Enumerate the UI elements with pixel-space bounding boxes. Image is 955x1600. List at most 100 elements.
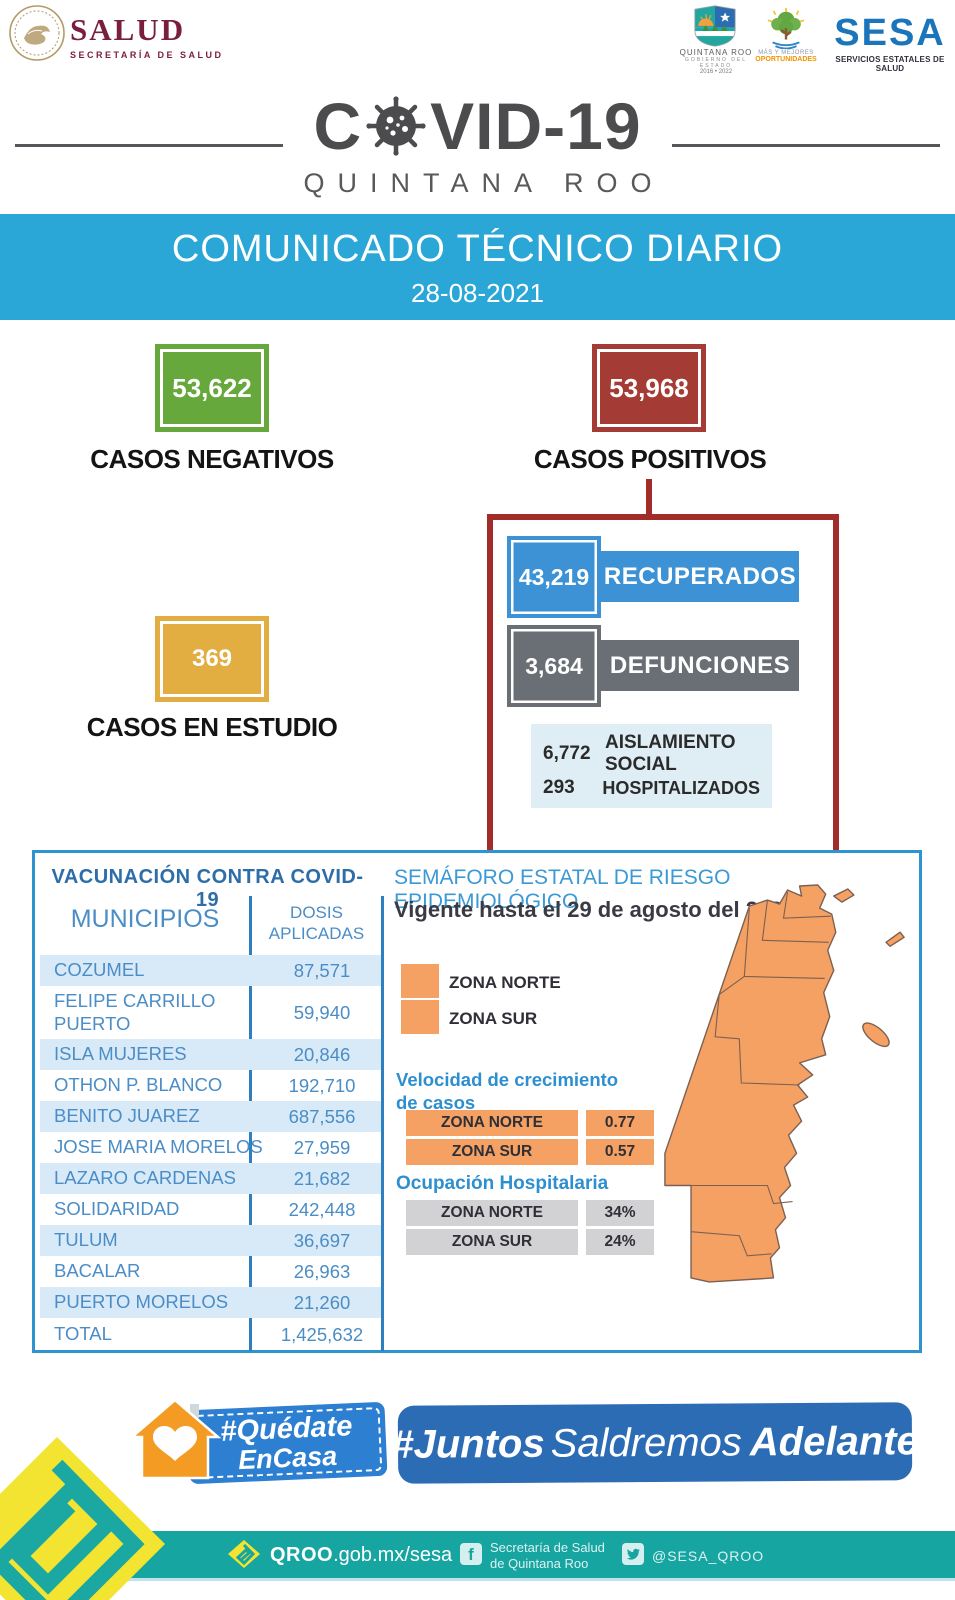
doses-value: 687,556	[288, 1105, 356, 1127]
virus-icon	[365, 95, 427, 157]
table-row: SOLIDARIDAD 242,448	[40, 1194, 381, 1225]
doses-value: 20,846	[293, 1043, 351, 1065]
oportunidades-line1: MÁS Y MEJORES	[758, 50, 814, 56]
banner-date: 28-08-2021	[411, 278, 544, 308]
recovered-box: 43,219	[507, 536, 601, 618]
zone-north-legend-label: ZONA NORTE	[449, 973, 561, 992]
quintana-roo-shield-icon	[692, 5, 738, 47]
municipality-name: JOSE MARIA MORELOS	[54, 1136, 263, 1158]
vaccination-title: VACUNACIÓN CONTRA COVID-19	[51, 866, 364, 911]
table-total-row: TOTAL 1,425,632	[40, 1318, 381, 1351]
zone-value: 34%	[586, 1200, 654, 1226]
twitter-icon[interactable]	[622, 1543, 644, 1565]
facebook-icon[interactable]: f	[460, 1543, 482, 1565]
cases-under-study-label: CASOS EN ESTUDIO	[86, 712, 338, 742]
doses-value: 26,963	[293, 1260, 351, 1282]
juntos-part3: Adelante	[749, 1418, 919, 1464]
zone-label: ZONA SUR	[406, 1139, 578, 1165]
zone-south-legend-swatch	[401, 1000, 439, 1034]
banner-title: COMUNICADO TÉCNICO DIARIO	[171, 228, 784, 270]
positive-cases-label: CASOS POSITIVOS	[533, 444, 767, 474]
qroo-diamond-logo	[0, 1437, 165, 1600]
table-row: COZUMEL 87,571	[40, 955, 381, 986]
website-rest: .gob.mx/sesa	[333, 1544, 453, 1566]
deaths-label-bar: DEFUNCIONES	[601, 640, 799, 691]
zone-value: 0.77	[586, 1110, 654, 1136]
salud-logo: SALUD SECRETARÍA DE SALUD	[70, 14, 224, 60]
municipality-name: LAZARO CARDENAS	[54, 1167, 236, 1189]
doses-value: 192,710	[288, 1074, 356, 1096]
region-title: QUINTANA ROO	[303, 168, 665, 198]
daily-report-banner: COMUNICADO TÉCNICO DIARIO 28-08-2021	[0, 214, 955, 320]
table-row: OTHON P. BLANCO 192,710	[40, 1070, 381, 1101]
table-row: FELIPE CARRILLO PUERTO 59,940	[40, 986, 381, 1039]
facebook-line2: de Quintana Roo	[490, 1556, 589, 1572]
table-divider-2	[381, 896, 384, 1351]
municipality-name: TULUM	[54, 1229, 118, 1251]
table-row: TULUM 36,697	[40, 1225, 381, 1256]
covid-title-rest: VID-19	[430, 89, 642, 163]
facebook-f-glyph: f	[468, 1544, 474, 1564]
municipality-name: BACALAR	[54, 1260, 141, 1282]
zone-south-legend-label: ZONA SUR	[449, 1009, 538, 1028]
cases-under-study-value: 369	[191, 645, 233, 672]
table-row: BENITO JUAREZ 687,556	[40, 1101, 381, 1132]
cases-under-study-box: 369	[155, 616, 269, 702]
growth-rate-title: Velocidad de crecimiento de casos	[396, 1069, 619, 1114]
isolation-value: 6,772	[543, 743, 591, 764]
doses-value: 21,682	[293, 1167, 351, 1189]
covid-title: C VID-19	[0, 88, 955, 164]
hospitalized-label: HOSPITALIZADOS	[602, 777, 760, 798]
table-row: ISLA MUJERES 20,846	[40, 1039, 381, 1070]
zone-label: ZONA SUR	[406, 1229, 578, 1255]
table-row: PUERTO MORELOS 21,260	[40, 1287, 381, 1318]
facebook-handle[interactable]: Secretaría de Salud de Quintana Roo	[490, 1540, 605, 1573]
occupancy-row: ZONA NORTE 34%	[406, 1200, 654, 1226]
negative-cases-box: 53,622	[155, 344, 269, 432]
zone-value: 0.57	[586, 1139, 654, 1165]
total-value: 1,425,632	[280, 1323, 364, 1345]
recovered-label-bar: RECUPERADOS	[601, 551, 799, 602]
website-link[interactable]: QROO.gob.mx/sesa	[270, 1544, 452, 1567]
doses-value: 59,940	[293, 1001, 351, 1023]
salud-eagle-seal-icon	[8, 4, 66, 62]
table-row: JOSE MARIA MORELOS 27,959	[40, 1132, 381, 1163]
vaccination-table: COZUMEL 87,571 FELIPE CARRILLO PUERTO 59…	[40, 955, 381, 1351]
table-row: BACALAR 26,963	[40, 1256, 381, 1287]
covid-title-c: C	[313, 89, 363, 163]
title-left-rule	[15, 144, 283, 147]
qroo-glyph-icon	[228, 1540, 260, 1575]
juntos-saldremos-banner: #Juntos Saldremos Adelante	[391, 1402, 919, 1484]
quintana-roo-map	[648, 884, 916, 1286]
column-header-dosis-line2: APLICADAS	[268, 924, 365, 944]
oportunidades-tree-icon	[764, 7, 808, 50]
qroo-caption-line2: GOBIERNO DEL ESTADO	[684, 57, 748, 69]
semaforo-subtitle: Vigente hasta el 29 de agosto del 2021	[394, 897, 795, 922]
doses-value: 21,260	[293, 1291, 351, 1313]
column-header-dosis-line1: DOSIS	[290, 903, 343, 922]
house-heart-icon	[128, 1396, 222, 1482]
zone-value: 24%	[586, 1229, 654, 1255]
doses-value: 87,571	[293, 959, 351, 981]
doses-value: 27,959	[293, 1136, 351, 1158]
salud-title: SALUD	[70, 12, 186, 47]
positive-cases-value: 53,968	[609, 372, 689, 403]
zone-label: ZONA NORTE	[406, 1200, 578, 1226]
facebook-line1: Secretaría de Salud	[490, 1540, 605, 1555]
deaths-box: 3,684	[507, 625, 601, 707]
table-row: LAZARO CARDENAS 21,682	[40, 1163, 381, 1194]
salud-subtitle: SECRETARÍA DE SALUD	[70, 50, 224, 60]
positive-cases-box: 53,968	[592, 344, 706, 432]
oportunidades-line2: OPORTUNIDADES	[755, 56, 817, 63]
juntos-part2: Saldremos	[550, 1419, 742, 1466]
qroo-caption-line1: QUINTANA ROO	[679, 48, 753, 57]
twitter-handle[interactable]: @SESA_QROO	[652, 1548, 765, 1564]
zone-label: ZONA NORTE	[406, 1110, 578, 1136]
sesa-subtitle: SERVICIOS ESTATALES DE SALUD	[835, 55, 945, 73]
negative-cases-label: CASOS NEGATIVOS	[90, 444, 334, 474]
growth-rate-row: ZONA NORTE 0.77	[406, 1110, 654, 1136]
sesa-title: SESA	[834, 12, 946, 54]
occupancy-row: ZONA SUR 24%	[406, 1229, 654, 1255]
municipality-name: PUERTO MORELOS	[54, 1291, 229, 1313]
